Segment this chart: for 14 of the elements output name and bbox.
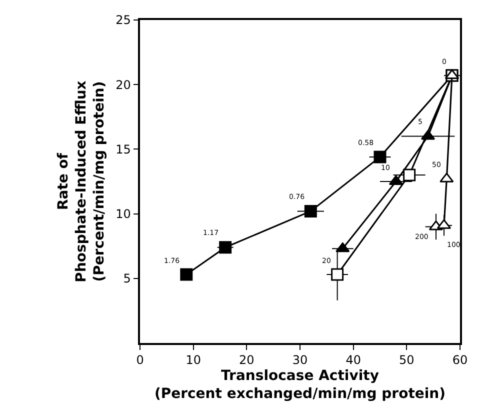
- x-tick-label: 60: [452, 353, 468, 368]
- y-tick-label: 15: [116, 142, 131, 156]
- x-axis-title: Translocase Activity (Percent exchanged/min/mg protein): [154, 368, 446, 402]
- y-axis-title: Rate of Phosphate-Induced Efflux (Percent/min/mg protein): [55, 80, 108, 282]
- x-tick-label: 0: [136, 353, 144, 368]
- x-tick-label: 10: [186, 353, 201, 368]
- y-tick-label: 10: [116, 207, 131, 221]
- y-tick-label: 5: [123, 272, 131, 286]
- x-tick-label: 40: [346, 353, 361, 368]
- x-tick-label: 20: [239, 353, 254, 368]
- x-tick-label: 30: [292, 353, 308, 368]
- y-tick-label: 25: [116, 13, 131, 28]
- y-tick-label: 20: [116, 78, 131, 92]
- x-tick-label: 50: [399, 353, 414, 368]
